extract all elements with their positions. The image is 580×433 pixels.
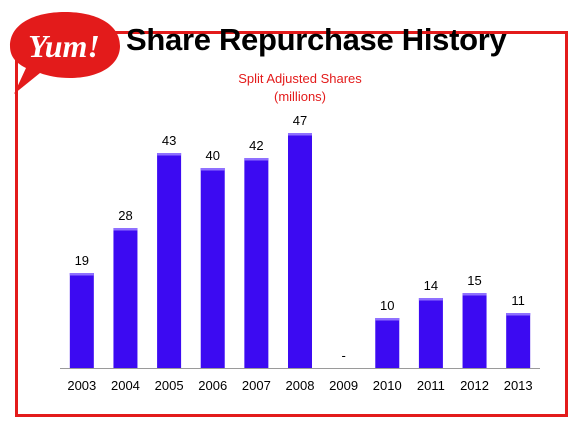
bar-top-highlight-2004 [113,228,138,231]
data-label-2009: - [341,348,345,363]
bar-top-highlight-2008 [288,133,312,136]
x-tick-label-2007: 2007 [242,378,271,393]
logo-text: Yum! [28,28,100,64]
data-label-2004: 28 [118,208,132,223]
bar-2011 [418,298,443,368]
x-tick-label-2011: 2011 [417,378,445,393]
bar-2013 [506,313,531,368]
data-label-2010: 10 [380,298,394,313]
x-tick-label-2003: 2003 [67,378,96,393]
data-label-2013: 11 [511,293,525,308]
bar-2006 [200,168,225,368]
data-label-2005: 43 [162,133,176,148]
bar-top-highlight-2007 [244,158,269,161]
slide-frame [15,31,568,417]
x-tick-label-2009: 2009 [329,378,358,393]
data-label-2011: 14 [424,278,438,293]
bar-top-highlight-2013 [506,313,531,316]
x-tick-label-2012: 2012 [460,378,489,393]
bar-2008 [288,133,312,368]
yum-logo: Yum! [10,12,120,94]
data-label-2006: 40 [205,148,219,163]
bar-top-highlight-2010 [375,318,400,321]
speech-bubble-logo-icon [10,12,120,94]
data-label-2007: 42 [249,138,263,153]
bar-top-highlight-2012 [462,293,487,296]
x-tick-label-2010: 2010 [373,378,402,393]
bar-top-highlight-2003 [69,273,94,276]
data-label-2012: 15 [467,273,481,288]
bar-2007 [244,158,269,368]
bar-2005 [157,153,182,368]
bar-top-highlight-2011 [418,298,443,301]
bar-2004 [113,228,138,368]
chart-subtitle-line-1: Split Adjusted Shares [238,71,362,86]
bar-2012 [462,293,487,368]
x-tick-label-2006: 2006 [198,378,227,393]
x-tick-label-2005: 2005 [155,378,184,393]
bar-2003 [69,273,94,368]
chart-subtitle-line-2: (millions) [274,89,326,104]
x-tick-label-2008: 2008 [286,378,315,393]
x-tick-label-2004: 2004 [111,378,140,393]
x-tick-label-2013: 2013 [504,378,533,393]
bar-top-highlight-2006 [200,168,225,171]
chart-subtitle: Split Adjusted Shares (millions) [200,70,400,106]
bar-2010 [375,318,400,368]
bar-top-highlight-2005 [157,153,182,156]
page-title: Share Repurchase History [126,22,507,57]
data-label-2008: 47 [293,113,307,128]
data-label-2003: 19 [75,253,89,268]
